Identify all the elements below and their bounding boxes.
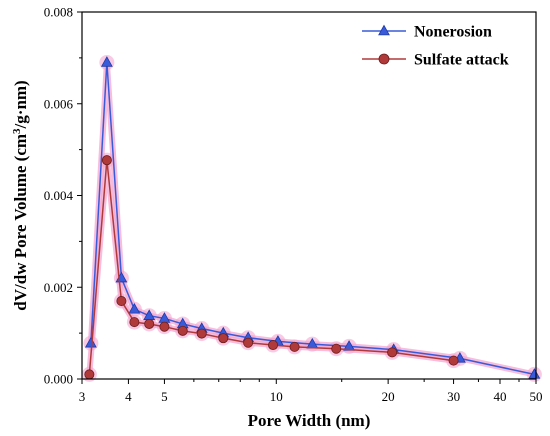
data-point-sulfate-attack <box>101 155 112 166</box>
data-point-sulfate-attack <box>84 369 95 380</box>
x-tick-label: 5 <box>161 389 168 404</box>
y-axis-label-part-1: dV/dw Pore Volume (cm <box>11 134 30 311</box>
data-point-nonerosion <box>100 56 113 67</box>
y-axis: 0.000 0.002 0.004 0.006 0.008 <box>44 5 82 387</box>
x-tick-label: 10 <box>270 389 283 404</box>
x-tick-label: 40 <box>493 389 506 404</box>
data-point-sulfate-attack <box>144 318 155 329</box>
legend-circle-marker <box>378 53 390 65</box>
data-point-nonerosion <box>528 368 541 379</box>
x-tick-label: 4 <box>125 389 132 404</box>
data-point-sulfate-attack <box>289 341 300 352</box>
data-point-sulfate-attack <box>331 343 342 354</box>
data-point-sulfate-attack <box>387 347 398 358</box>
data-point-sulfate-attack <box>196 328 207 339</box>
legend-label-nonerosion: Nonerosion <box>414 24 492 41</box>
y-tick-label: 0.004 <box>44 188 74 203</box>
y-tick-label: 0.008 <box>44 5 73 20</box>
x-axis-label: Pore Width (nm) <box>248 411 371 430</box>
y-tick-label: 0.002 <box>44 280 73 295</box>
series-line-nonerosion <box>90 62 535 376</box>
data-point-sulfate-attack <box>243 337 254 348</box>
y-axis-label-part-2: /g·nm) <box>11 80 30 129</box>
y-tick-label: 0.000 <box>44 372 73 387</box>
data-point-sulfate-attack <box>218 333 229 344</box>
legend: Nonerosion Sulfate attack <box>362 24 509 69</box>
series-layer <box>84 56 541 380</box>
x-tick-label: 20 <box>382 389 395 404</box>
data-point-sulfate-attack <box>268 340 279 351</box>
data-point-sulfate-attack <box>116 296 127 307</box>
data-point-sulfate-attack <box>177 325 188 336</box>
data-point-nonerosion <box>128 302 141 314</box>
y-axis-label-superscript: 3 <box>11 128 23 134</box>
x-tick-label: 30 <box>447 389 460 404</box>
data-point-sulfate-attack <box>448 355 459 366</box>
data-point-sulfate-attack <box>159 321 170 332</box>
legend-label-sulfate-attack: Sulfate attack <box>414 52 509 69</box>
legend-triangle-marker <box>378 24 390 36</box>
x-axis: 3 4 5 10 20 30 40 50 <box>79 379 543 404</box>
x-tick-label: 3 <box>79 389 86 404</box>
data-point-sulfate-attack <box>129 317 140 328</box>
x-tick-label: 50 <box>530 389 543 404</box>
y-tick-label: 0.006 <box>44 96 74 111</box>
y-axis-label: dV/dw Pore Volume (cm3/g·nm) <box>11 80 30 310</box>
